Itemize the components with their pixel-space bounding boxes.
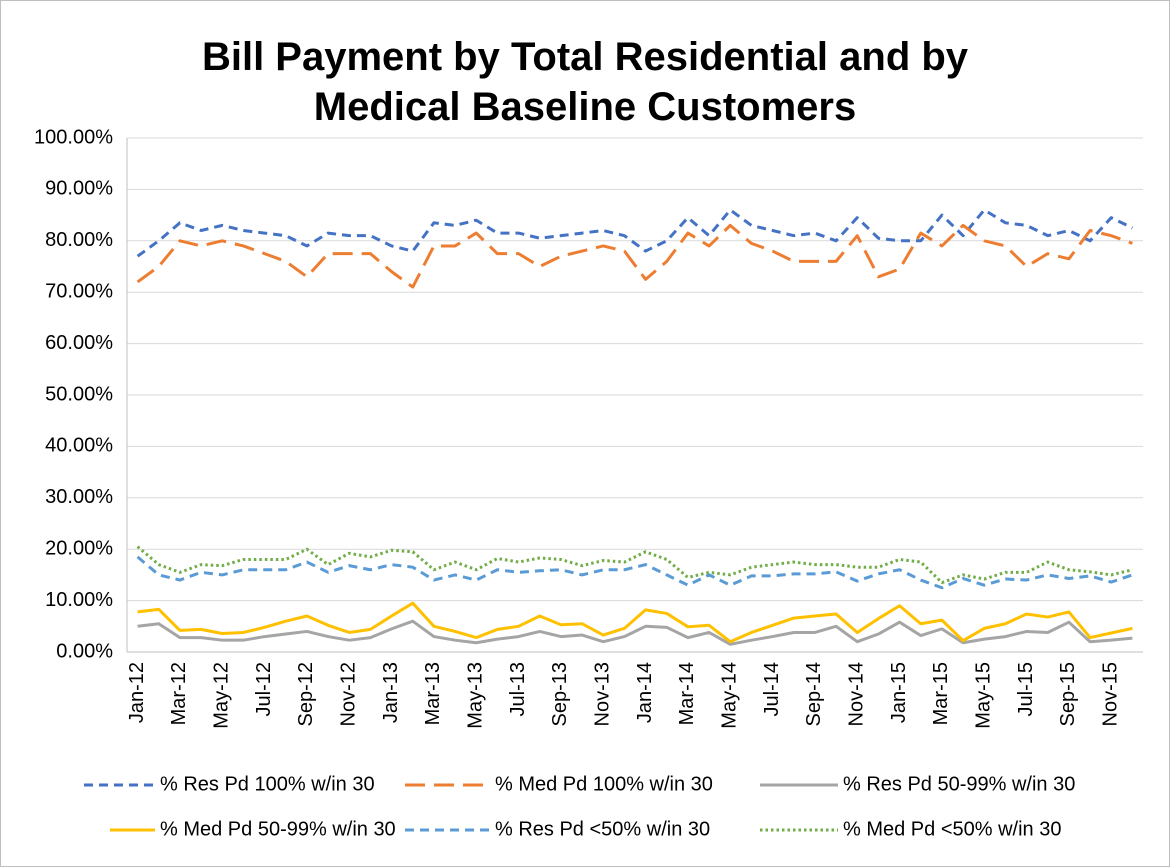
x-tick-label: Mar-14 [676, 662, 698, 725]
x-tick-label: Jul-14 [761, 662, 783, 716]
legend-label: % Med Pd 100% w/in 30 [495, 773, 713, 795]
x-tick-label: Sep-12 [295, 662, 317, 727]
series-line [136, 208, 1134, 258]
y-tick-label: 40.00% [45, 435, 113, 457]
x-tick-label: Jan-13 [380, 662, 402, 723]
x-tick-label: Sep-14 [803, 662, 825, 727]
x-tick-label: May-13 [465, 662, 487, 729]
legend-label: % Res Pd 50-99% w/in 30 [843, 773, 1075, 795]
x-tick-label: May-15 [973, 662, 995, 729]
y-tick-label: 80.00% [45, 229, 113, 251]
x-tick-label: Sep-15 [1057, 662, 1079, 727]
x-tick-label: May-14 [719, 662, 741, 729]
chart-title: Bill Payment by Total Residential and by… [201, 35, 969, 129]
x-tick-label: Nov-15 [1100, 662, 1122, 726]
x-tick-label: Jan-15 [888, 662, 910, 723]
y-tick-label: 10.00% [45, 589, 113, 611]
x-tick-label: Mar-13 [422, 662, 444, 725]
x-tick-label: Jul-13 [507, 662, 529, 716]
x-tick-label: Nov-12 [338, 662, 360, 726]
x-tick-label: May-12 [211, 662, 233, 729]
series-line [136, 223, 1133, 289]
y-tick-label: 20.00% [45, 537, 113, 559]
x-tick-label: Jul-12 [253, 662, 275, 716]
y-tick-label: 0.00% [56, 640, 113, 662]
x-tick-label: Mar-12 [168, 662, 190, 725]
y-tick-label: 100.00% [34, 126, 113, 148]
series-line [137, 601, 1133, 644]
legend-label: % Med Pd <50% w/in 30 [843, 818, 1061, 840]
x-tick-label: Mar-15 [930, 662, 952, 725]
legend-label: % Res Pd <50% w/in 30 [495, 818, 710, 840]
y-tick-label: 60.00% [45, 332, 113, 354]
y-tick-label: 50.00% [45, 383, 113, 405]
legend-label: % Res Pd 100% w/in 30 [160, 773, 375, 795]
series-line [136, 555, 1133, 590]
x-tick-label: Nov-13 [592, 662, 614, 726]
legend-label: % Med Pd 50-99% w/in 30 [160, 818, 396, 840]
y-tick-label: 70.00% [45, 280, 113, 302]
series-line [136, 545, 1133, 585]
x-tick-label: Jan-14 [634, 662, 656, 723]
y-tick-label: 30.00% [45, 486, 113, 508]
series-line [137, 619, 1133, 646]
x-tick-label: Jan-12 [126, 662, 148, 723]
y-tick-label: 90.00% [45, 178, 113, 200]
x-tick-label: Sep-13 [549, 662, 571, 727]
x-tick-label: Jul-15 [1015, 662, 1037, 716]
x-tick-label: Nov-14 [846, 662, 868, 726]
